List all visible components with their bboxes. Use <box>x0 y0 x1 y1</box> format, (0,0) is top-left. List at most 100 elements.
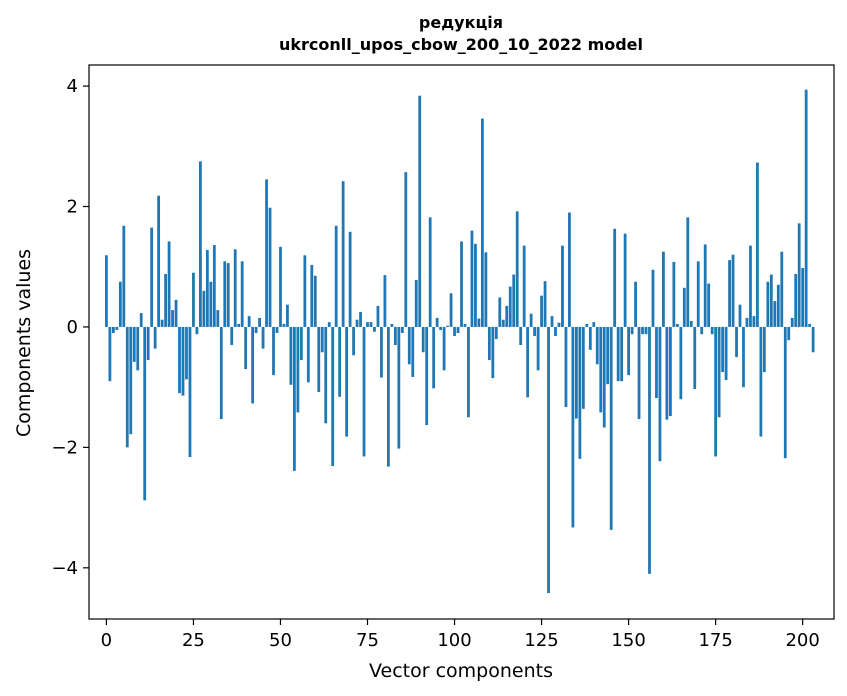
bar <box>456 326 460 333</box>
bar <box>508 286 512 327</box>
y-tick-label: 4 <box>67 76 78 97</box>
bar <box>717 326 721 418</box>
bar <box>192 272 195 327</box>
bar <box>449 293 453 327</box>
bar <box>261 326 265 349</box>
bar <box>230 326 234 346</box>
bar <box>435 317 439 327</box>
bar <box>536 326 540 371</box>
bar <box>679 326 683 400</box>
bar <box>251 326 255 404</box>
bar <box>588 326 592 350</box>
bar <box>122 225 126 327</box>
bar <box>808 323 812 327</box>
bar <box>341 181 345 327</box>
bar <box>707 283 711 327</box>
bar <box>195 326 199 335</box>
x-tick-label: 50 <box>269 630 292 651</box>
bar <box>742 326 745 388</box>
x-tick-label: 100 <box>437 630 471 651</box>
bar <box>686 217 690 327</box>
x-tick-label: 0 <box>101 630 112 651</box>
bar <box>794 273 798 327</box>
bar <box>606 326 610 385</box>
y-tick-label: −2 <box>51 437 78 458</box>
bar <box>418 95 422 327</box>
bar <box>254 326 258 333</box>
bar <box>515 211 519 327</box>
bar <box>345 326 349 437</box>
bar <box>421 326 425 353</box>
bar <box>519 326 523 346</box>
bar <box>115 326 119 330</box>
bar <box>529 313 533 327</box>
bar <box>414 279 418 327</box>
bar <box>240 261 244 327</box>
bar <box>188 326 192 458</box>
bar <box>505 305 509 327</box>
bar <box>602 326 606 428</box>
bar <box>275 326 279 333</box>
bar <box>136 326 140 371</box>
bar <box>369 322 373 327</box>
bar <box>404 172 408 327</box>
bar <box>494 326 498 339</box>
bar <box>331 326 335 467</box>
x-axis-label: Vector components <box>369 660 553 682</box>
bar <box>484 252 488 327</box>
bar <box>299 326 303 361</box>
bar <box>634 281 637 327</box>
bar <box>682 287 686 327</box>
bar <box>265 179 268 327</box>
bar <box>425 326 429 426</box>
bar <box>205 249 209 327</box>
bar <box>547 326 550 594</box>
bar <box>749 245 752 327</box>
bar <box>202 290 206 327</box>
bar <box>286 304 289 327</box>
bar <box>481 118 484 327</box>
bar <box>442 326 446 371</box>
bar <box>630 326 634 335</box>
x-axis-ticks: 0 25 50 75 100 125 150 175 200 <box>101 619 820 651</box>
bar <box>627 326 630 376</box>
bar <box>185 326 188 380</box>
bar <box>139 313 143 327</box>
bar <box>487 326 491 361</box>
bar <box>780 251 784 327</box>
bar <box>317 326 321 392</box>
bar <box>233 249 237 327</box>
bar <box>223 261 227 327</box>
bar <box>578 326 582 459</box>
bar <box>703 244 707 327</box>
bar <box>293 326 296 471</box>
bar <box>390 323 394 327</box>
bar <box>143 326 147 501</box>
bar <box>620 326 624 382</box>
bar <box>460 241 463 327</box>
bar <box>320 326 324 353</box>
bar <box>728 260 731 327</box>
bar <box>745 317 749 327</box>
bar <box>453 326 456 336</box>
bar <box>561 245 564 327</box>
bar <box>540 295 543 327</box>
bar <box>348 231 352 327</box>
bar <box>362 326 366 457</box>
bar <box>550 316 554 327</box>
bar <box>477 318 481 327</box>
bar <box>769 274 773 327</box>
bar <box>738 304 742 327</box>
y-tick-label: −4 <box>51 558 78 579</box>
bar <box>470 230 474 327</box>
bar <box>359 311 362 327</box>
bar <box>178 326 181 394</box>
bar <box>199 161 202 327</box>
bar <box>526 326 530 398</box>
bar <box>303 255 307 327</box>
bar <box>574 326 578 419</box>
bar <box>393 326 397 346</box>
bar <box>651 269 655 327</box>
bar <box>595 326 599 365</box>
bar <box>282 323 286 327</box>
